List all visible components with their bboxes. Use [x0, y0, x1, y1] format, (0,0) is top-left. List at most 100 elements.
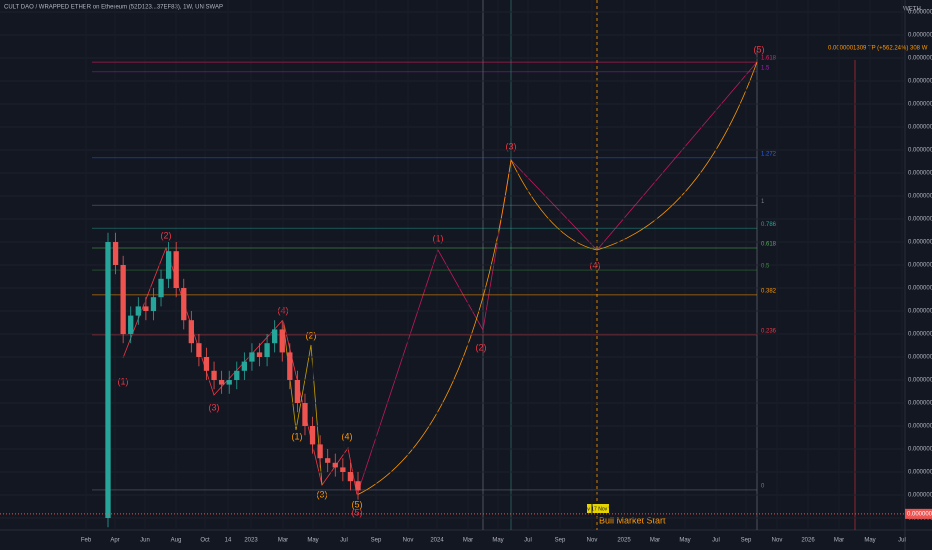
x-tick-label: Mar — [278, 538, 288, 544]
x-tick-label: Feb — [81, 538, 92, 544]
wave-label: (1) — [433, 233, 444, 243]
y-tick-label: 0.0000000400 — [908, 424, 932, 430]
y-tick-label: 0.0000001250 — [908, 33, 932, 39]
x-tick-label: May — [307, 538, 318, 544]
x-tick-label: Mar — [834, 538, 844, 544]
bull-label: Bull Market Start — [599, 515, 666, 525]
x-tick-label: Apr — [110, 538, 119, 544]
wave-label: (2) — [306, 330, 317, 340]
candle-body — [211, 370, 217, 380]
x-tick-label: Jun — [140, 538, 150, 544]
x-tick-label: Mar — [650, 538, 660, 544]
y-tick-label: 0.0000001050 — [908, 125, 932, 131]
currency: WETH — [903, 7, 921, 13]
candle-body — [294, 380, 301, 403]
x-tick-label: Nov — [772, 538, 783, 544]
y-tick-label: 0.0000001100 — [908, 102, 932, 108]
candle-body — [158, 278, 164, 298]
x-tick-label: May — [864, 538, 875, 544]
y-tick-label: 0.0000000550 — [908, 355, 932, 361]
x-tick-label: Jul — [898, 538, 906, 544]
fib-label: 0.382 — [761, 288, 777, 294]
candle-body — [105, 242, 111, 518]
candle-body — [150, 297, 157, 311]
fib-label: 1.272 — [761, 151, 777, 157]
candle-body — [135, 306, 141, 316]
x-tick-label: 14 — [225, 538, 232, 544]
x-tick-label: Jul — [712, 538, 720, 544]
x-tick-label: May — [492, 538, 503, 544]
x-tick-label: 2025 — [617, 538, 631, 544]
target-label: 0.0000001309 TP (+562.24%) 308 W — [828, 46, 928, 52]
date-badge: Nov 17 Nov '24 — [581, 506, 615, 512]
candle-body — [218, 380, 225, 385]
wave-label: (5) — [754, 44, 765, 54]
last-price: 0.0000000209 — [907, 511, 932, 517]
candle-body — [355, 481, 361, 491]
candle-body — [317, 444, 323, 459]
candle-body — [128, 315, 134, 334]
x-tick-label: Sep — [555, 538, 566, 544]
fib-label: 1.618 — [761, 56, 777, 62]
candle-body — [249, 352, 255, 362]
x-tick-label: 2024 — [430, 538, 444, 544]
y-tick-label: 0.0000000250 — [908, 493, 932, 499]
candle-body — [203, 357, 210, 371]
candle-body — [226, 380, 232, 385]
candle-body — [332, 462, 338, 468]
last-price-bg — [905, 508, 932, 519]
y-tick-label: 0.0000000700 — [908, 286, 932, 292]
y-tick-label: 0.0000001150 — [908, 79, 932, 85]
candle-body — [173, 251, 179, 288]
wave-label: (1) — [118, 376, 129, 386]
y-tick-label: 0.0000000900 — [908, 194, 932, 200]
x-tick-label: Sep — [371, 538, 382, 544]
candle-body — [309, 426, 316, 445]
candle-body — [256, 352, 263, 357]
candle-body — [264, 343, 270, 357]
x-tick-label: Sep — [741, 538, 752, 544]
y-tick-label: 0.0000000500 — [908, 378, 932, 384]
wave-label: (3) — [506, 141, 517, 151]
wave-label: (4) — [342, 431, 353, 441]
candle-body — [143, 306, 149, 311]
candle-body — [181, 288, 187, 321]
fib-label: 0.236 — [761, 328, 777, 334]
wave-label: (5) — [352, 499, 363, 509]
candle-body — [234, 370, 240, 380]
candle-body — [287, 352, 293, 380]
y-tick-label: 0.0000000950 — [908, 171, 932, 177]
title: CULT DAO / WRAPPED ETHER on Ethereum (52… — [4, 5, 223, 11]
y-tick-label: 0.0000000650 — [908, 309, 932, 315]
y-tick-label: 0.0000000600 — [908, 332, 932, 338]
wave-label: (5) — [352, 507, 363, 517]
y-tick-label: 0.0000001000 — [908, 148, 932, 154]
y-tick-label: 0.0000000750 — [908, 263, 932, 269]
wave-label: (3) — [317, 489, 328, 499]
y-tick-label: 0.0000000800 — [908, 240, 932, 246]
fib-label: 1 — [761, 199, 765, 205]
x-tick-label: 2023 — [244, 538, 258, 544]
x-tick-label: 2026 — [801, 538, 815, 544]
x-tick-label: Mar — [463, 538, 473, 544]
y-tick-label: 0.0000000850 — [908, 217, 932, 223]
x-tick-label: May — [679, 538, 690, 544]
candle-body — [279, 329, 285, 353]
candle-body — [165, 251, 172, 279]
date-badge-bg — [587, 504, 609, 513]
y-tick-label: 0.0000001200 — [908, 56, 932, 62]
fib-label: 1.5 — [761, 65, 770, 71]
wave-label: (3) — [209, 402, 220, 412]
candle-body — [302, 403, 308, 426]
y-tick-label: 0.0000000300 — [908, 470, 932, 476]
fib-label: 0.5 — [761, 264, 770, 270]
fib-label: 0.786 — [761, 222, 777, 228]
x-tick-label: Nov — [403, 538, 414, 544]
x-tick-label: Oct — [200, 538, 210, 544]
x-tick-label: Nov — [587, 538, 598, 544]
wave-label: (2) — [161, 230, 172, 240]
candle-body — [325, 458, 331, 463]
candle-body — [347, 472, 354, 482]
